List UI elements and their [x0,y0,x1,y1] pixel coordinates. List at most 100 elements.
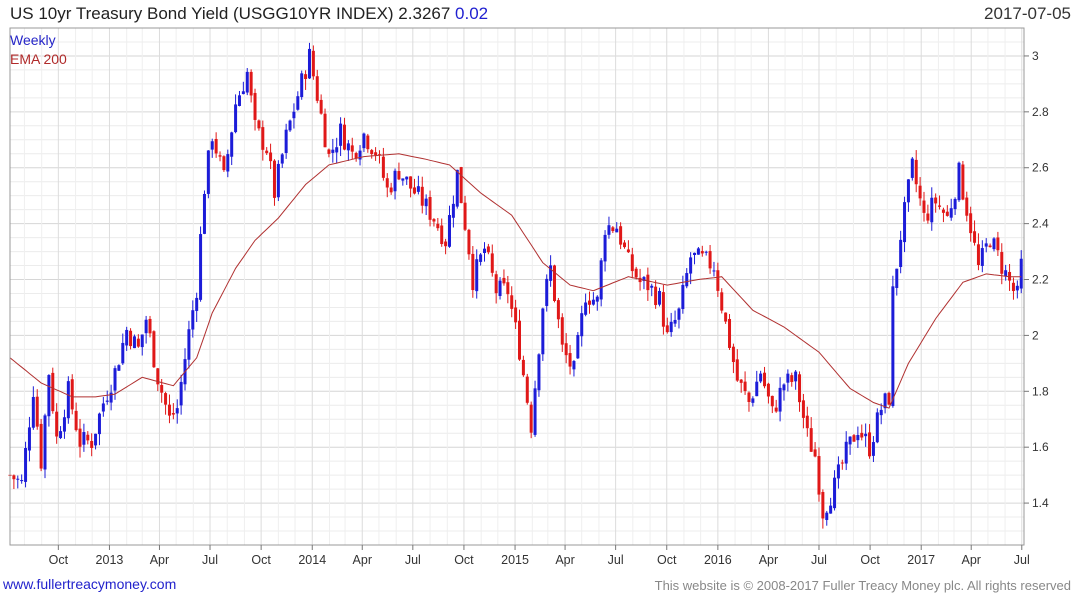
candle-body [39,423,43,469]
candle-body [370,150,374,155]
candle-body [934,197,938,204]
candle-body [482,248,486,254]
x-tick-label: Jul [202,553,218,567]
candle-body [339,123,343,146]
candle-body [195,297,199,311]
candle-body [214,138,218,154]
x-tick-label: Oct [657,553,677,567]
candle-body [891,286,895,407]
candle-body [669,321,673,333]
candle-body [887,392,891,405]
candle-body [813,449,817,457]
candle-body [125,329,129,346]
candle-body [144,319,148,334]
candle-body [331,149,335,153]
candle-body [619,226,623,245]
candle-body [459,167,463,204]
candle-body [202,193,206,234]
candle-body [381,156,385,178]
y-tick-label: 2.4 [1032,217,1049,231]
candle-body [708,251,712,269]
candle-body [475,259,479,292]
candle-body [899,239,903,268]
candle-body [521,359,525,376]
x-tick-label: Jul [608,553,624,567]
candle-body [572,361,576,370]
candle-body [556,300,560,320]
candle-body [498,280,502,296]
x-tick-label: 2014 [298,553,326,567]
candle-body [945,211,949,216]
candle-body [961,164,965,200]
candle-body [218,155,222,157]
candle-body [689,257,693,274]
candle-body [94,433,98,446]
candle-body [770,395,774,407]
candle-body [253,92,257,120]
candle-body [300,73,304,98]
candle-body [529,404,533,433]
candle-body [712,270,716,272]
candle-body [533,388,537,435]
candle-body [440,225,444,245]
chart-title-row: US 10yr Treasury Bond Yield (USGG10YR IN… [10,4,488,24]
candle-body [401,178,405,181]
x-tick-label: Jul [811,553,827,567]
candle-body [241,91,245,95]
candle-body [724,312,728,322]
candle-body [494,274,498,294]
candle-body [35,396,39,427]
candle-body [105,400,109,402]
candle-body [506,282,510,295]
candle-body [790,375,794,382]
candle-body [467,229,471,255]
x-tick-label: Apr [353,553,372,567]
candle-body [70,379,74,410]
candle-body [576,334,580,359]
candle-body [269,152,273,162]
candle-body [836,464,840,479]
candle-body [47,375,51,417]
candle-body [537,354,541,391]
chart-title: US 10yr Treasury Bond Yield (USGG10YR IN… [10,4,451,23]
candle-body [354,153,358,159]
candle-body [292,111,296,119]
y-axis: 1.4 1.6 1.8 2 2.2 2.4 2.6 2.8 3 [1024,49,1049,510]
candle-body [389,187,393,193]
candle-body [696,248,700,255]
candle-body [385,178,389,188]
x-tick-label: Oct [49,553,69,567]
candle-body [479,254,483,262]
candle-body [455,169,459,207]
candle-body [623,242,627,248]
candle-body [420,186,424,206]
candle-body [191,310,195,330]
candle-body [833,477,837,509]
candle-body [502,277,506,284]
candle-body [992,238,996,250]
candle-body [276,163,280,198]
candles [8,42,1023,529]
x-tick-label: 2015 [501,553,529,567]
candle-body [759,373,763,382]
candle-body [677,308,681,320]
candle-body [346,143,350,151]
candle-body [568,353,572,367]
x-tick-label: 2016 [704,553,732,567]
candle-body [584,302,588,315]
candle-body [868,432,872,457]
x-tick-label: Oct [251,553,271,567]
candle-body [591,299,595,305]
candle-body [798,374,802,403]
candle-body [152,331,156,368]
candle-body [160,385,164,393]
site-link[interactable]: www.fullertreacymoney.com [3,576,177,592]
candle-body [428,196,432,220]
y-tick-label: 1.4 [1032,496,1049,510]
plot-frame [9,27,1025,546]
candle-body [693,252,697,255]
candle-body [237,95,241,106]
candle-body [809,428,813,452]
candle-body [82,432,86,445]
candle-body [405,176,409,180]
